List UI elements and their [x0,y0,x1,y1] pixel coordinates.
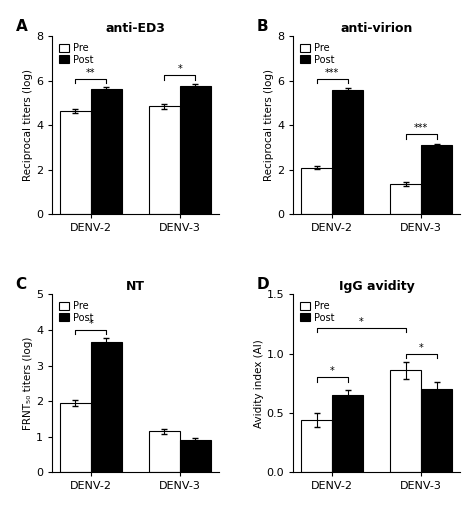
Bar [421,389,452,472]
Title: anti-virion: anti-virion [340,22,413,35]
Legend: Pre, Post: Pre, Post [57,41,95,66]
Bar [301,168,332,214]
Bar [91,89,122,214]
Bar [301,420,332,472]
Bar [390,184,421,214]
Legend: Pre, Post: Pre, Post [298,41,336,66]
Bar [180,440,211,472]
Text: D: D [257,277,269,292]
Text: B: B [257,19,268,34]
Bar [91,343,122,472]
Text: **: ** [86,67,96,78]
Text: *: * [359,317,364,326]
Bar [332,395,363,472]
Text: *: * [419,343,423,353]
Text: ***: *** [325,67,339,78]
Y-axis label: Reciprocal titers (log): Reciprocal titers (log) [23,70,33,181]
Bar [390,370,421,472]
Title: NT: NT [126,280,145,293]
Text: A: A [16,19,27,34]
Text: *: * [330,366,335,376]
Text: *: * [89,319,93,329]
Y-axis label: FRNT₅₀ titers (log): FRNT₅₀ titers (log) [23,337,33,430]
Text: ***: *** [414,124,428,133]
Bar [332,90,363,214]
Legend: Pre, Post: Pre, Post [298,299,336,324]
Y-axis label: Reciprocal titers (log): Reciprocal titers (log) [264,70,274,181]
Bar [60,403,91,472]
Y-axis label: Avidity index (AI): Avidity index (AI) [254,339,264,428]
Legend: Pre, Post: Pre, Post [57,299,95,324]
Text: *: * [177,64,182,74]
Bar [149,106,180,214]
Title: IgG avidity: IgG avidity [339,280,414,293]
Bar [60,111,91,214]
Bar [149,431,180,472]
Title: anti-ED3: anti-ED3 [105,22,165,35]
Text: C: C [16,277,27,292]
Bar [180,86,211,214]
Bar [421,145,452,214]
